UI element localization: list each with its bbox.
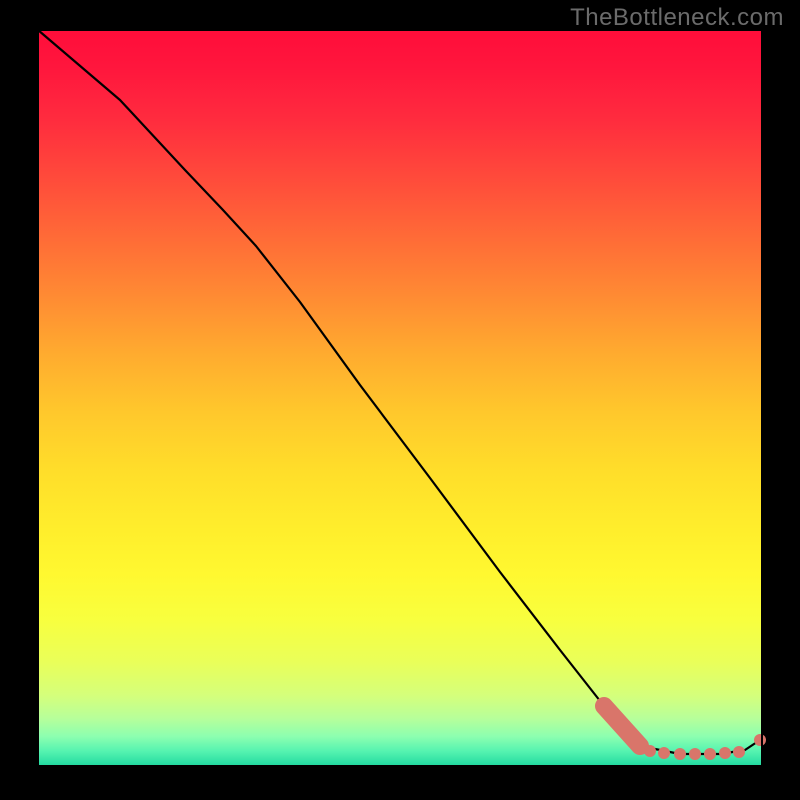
plot-area: [38, 30, 762, 766]
chart-stage: TheBottleneck.com: [0, 0, 800, 800]
attribution-watermark: TheBottleneck.com: [570, 4, 784, 32]
marker-dot: [658, 747, 670, 759]
marker-dot: [689, 748, 701, 760]
marker-dot: [674, 748, 686, 760]
chart-svg: [0, 0, 800, 800]
marker-dot: [704, 748, 716, 760]
marker-dot: [719, 747, 731, 759]
marker-dot: [644, 745, 656, 757]
marker-dot: [733, 746, 745, 758]
marker-dot: [754, 734, 766, 746]
